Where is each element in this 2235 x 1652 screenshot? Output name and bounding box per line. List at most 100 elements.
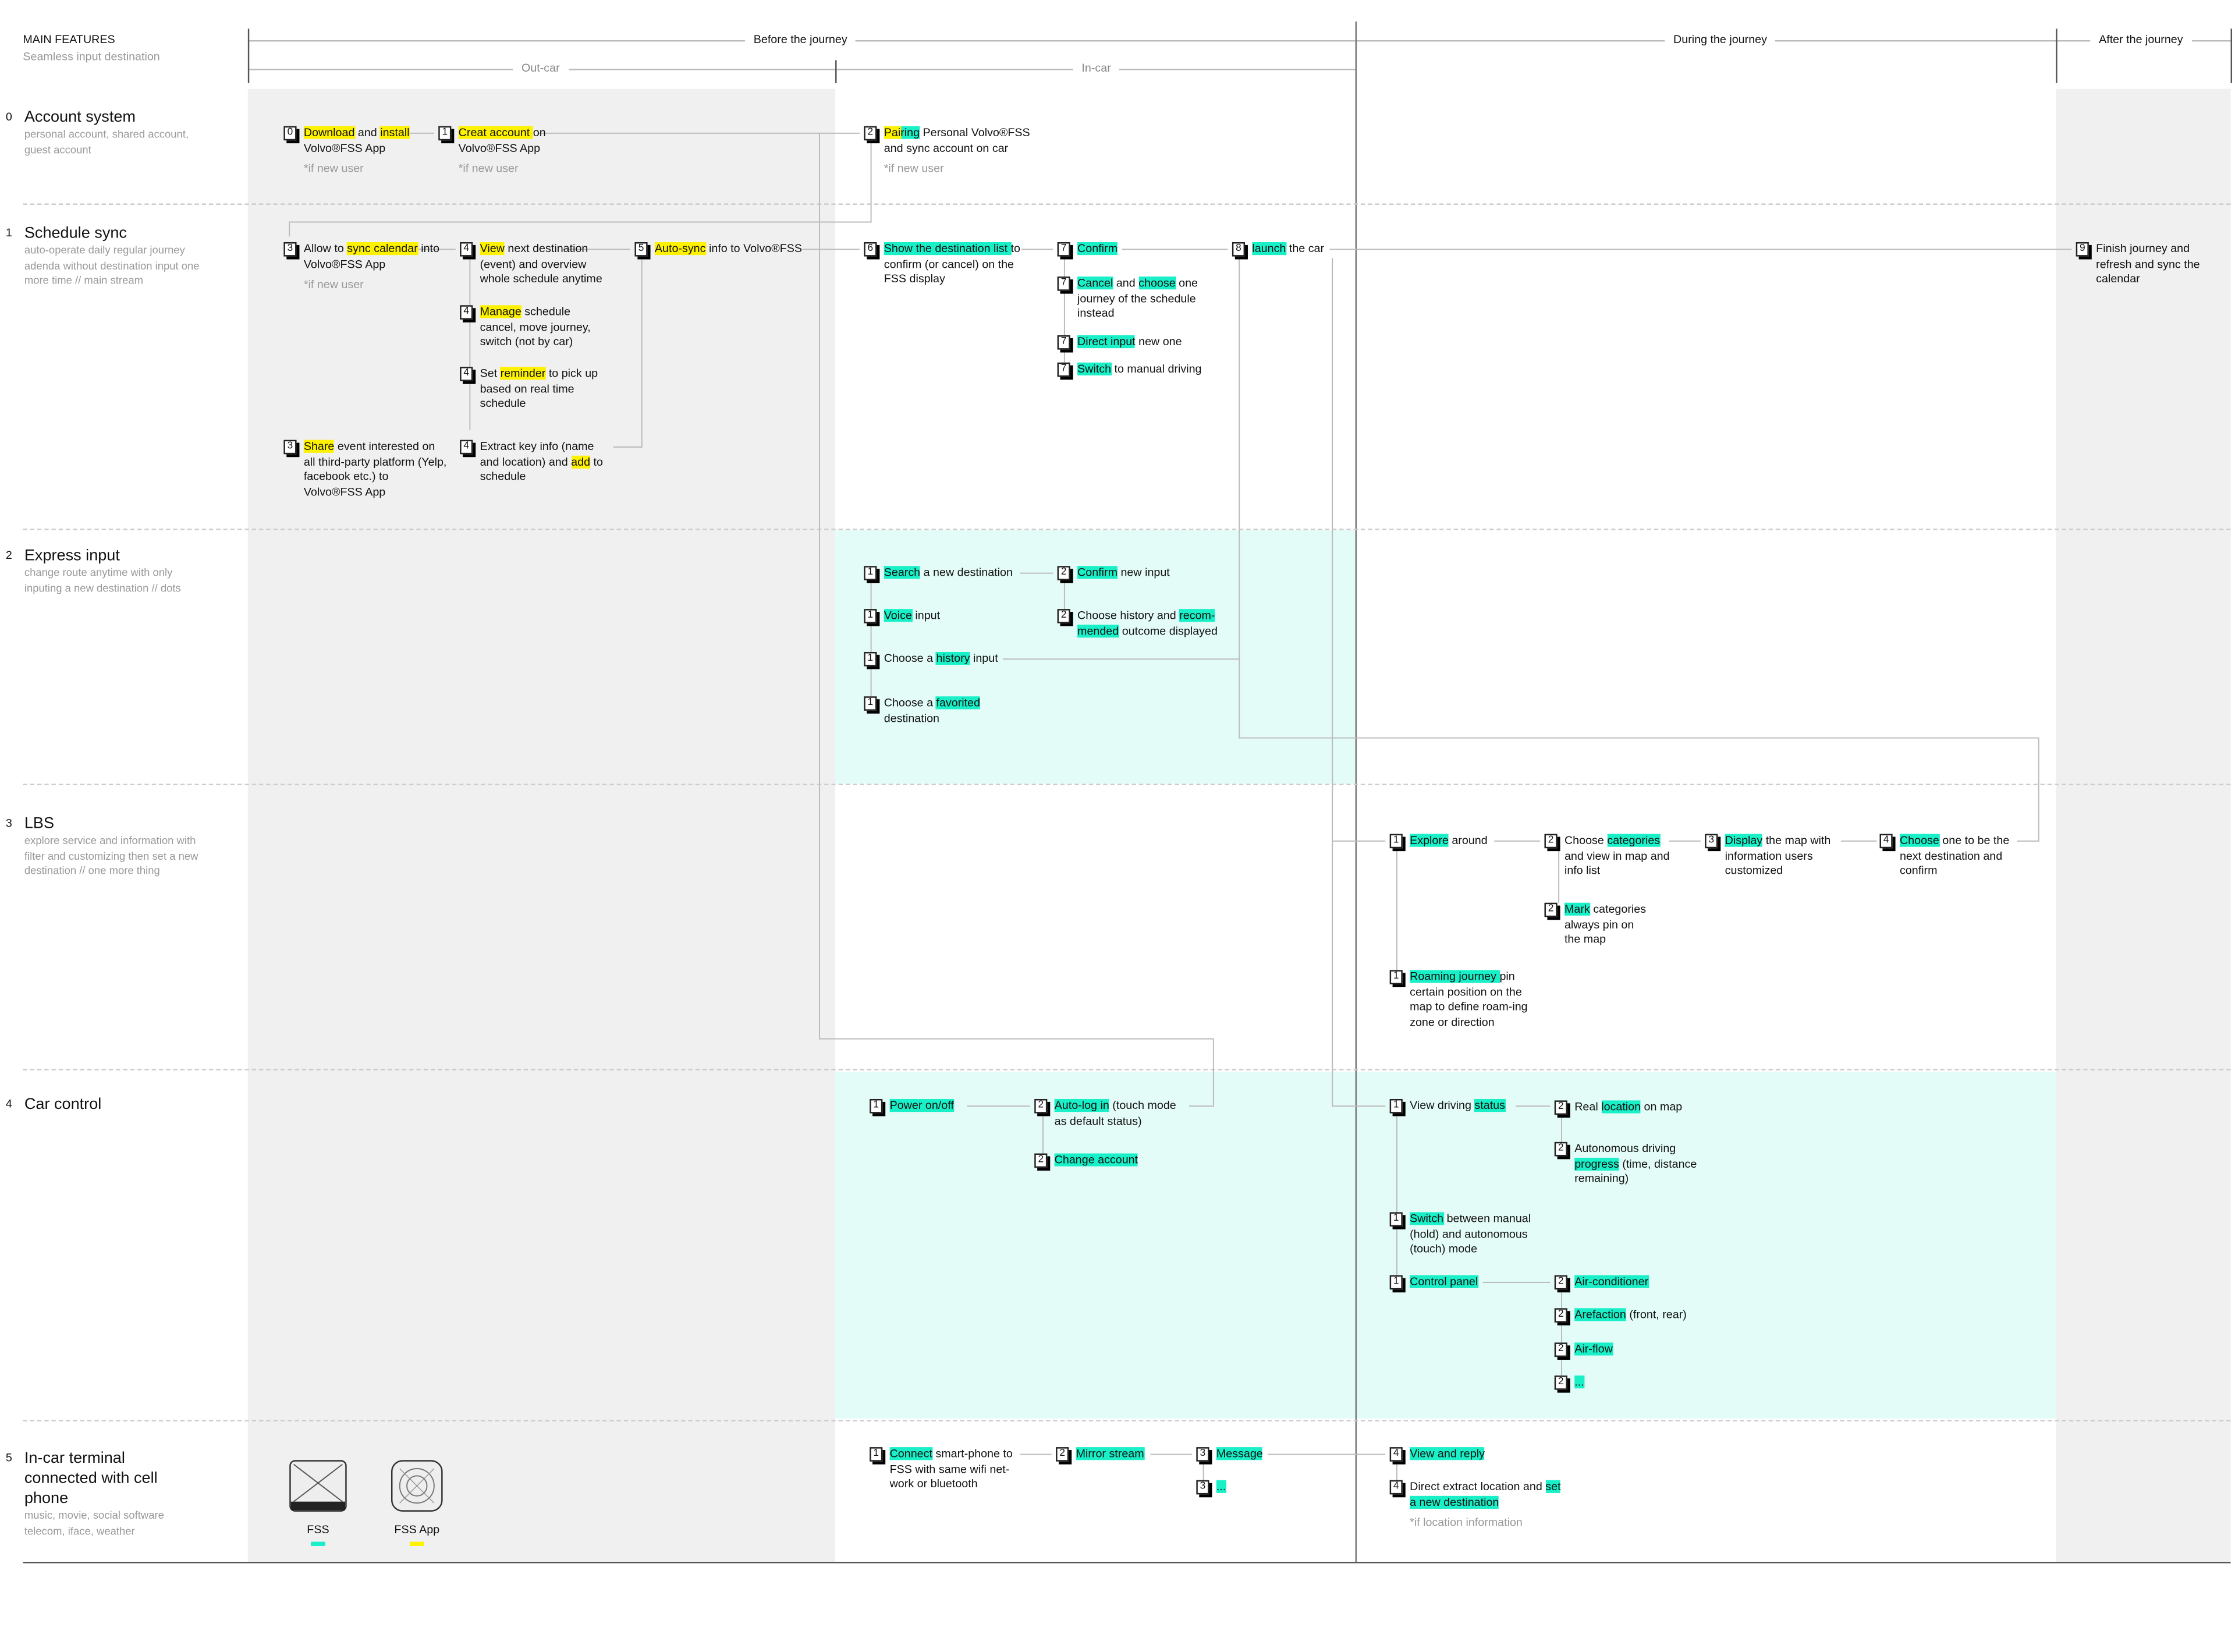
step-card: 3... [1196, 1480, 1259, 1495]
app-keyword: Manage [480, 305, 522, 318]
step-card: 2 Mirror stream [1056, 1447, 1176, 1462]
header-title: MAIN FEATURES [23, 33, 115, 46]
step-text: schedule cancel, move journey, switch (n… [480, 305, 591, 349]
connector-line [1332, 258, 1386, 1107]
fss-keyword: Confirm [1077, 566, 1118, 579]
step-card: 1 Choose a history input [864, 651, 1027, 667]
app-keyword: reminder [500, 367, 546, 380]
step-number-badge: 7 [1057, 362, 1070, 377]
row-divider [23, 1069, 2231, 1070]
step-text: around [1448, 834, 1488, 847]
fss-app-icon [391, 1460, 443, 1512]
fss-keyword: ... [1216, 1480, 1226, 1493]
step-card: 2 Autonomous driving progress (time, dist… [1554, 1141, 1711, 1187]
fss-keyword: Voice [884, 609, 912, 622]
step-text: Choose [1564, 834, 1608, 847]
row-label-schedule-sync: 1 Schedule sync auto-operate daily regul… [6, 224, 218, 289]
fss-keyword: progress [1574, 1157, 1619, 1170]
app-keyword: sync calendar [347, 242, 418, 256]
step-number-badge: 4 [460, 305, 473, 320]
step-number-badge: 4 [460, 242, 473, 257]
row-title: LBS [24, 815, 55, 833]
row-label-express-input: 2 Express input change route anytime wit… [6, 546, 204, 596]
fss-keyword: Choose [1899, 834, 1939, 847]
step-number-badge: 2 [1544, 902, 1558, 917]
step-card: 2 Confirm new input [1057, 566, 1221, 581]
after-journey-tick [2056, 29, 2057, 83]
step-text: into Volvo®FSS App [303, 242, 439, 270]
app-keyword: Share [303, 439, 335, 453]
row-title: In-car terminal connected with cell phon… [24, 1450, 158, 1508]
step-number-badge: 1 [1389, 1098, 1403, 1114]
step-card: 3 Display the map with information users … [1705, 834, 1842, 880]
subphase-out-car: Out-car [513, 61, 569, 75]
step-card: 7 Switch to manual driving [1057, 362, 1235, 378]
step-number-badge: 1 [864, 696, 877, 711]
step-text: to pick up based on real time schedule [480, 367, 598, 410]
step-text: input [970, 651, 998, 665]
step-number-badge: 4 [1879, 834, 1893, 849]
row-number: 3 [5, 817, 12, 830]
row-title: Car control [24, 1096, 102, 1114]
step-number-badge: 2 [1554, 1376, 1567, 1390]
step-text: smart-phone to FSS with same wifi net-wo… [889, 1447, 1013, 1490]
step-text: pin certain position on the map to defin… [1410, 970, 1528, 1029]
fss-keyword: Connect [889, 1447, 932, 1460]
app-keyword: Pai [884, 126, 901, 139]
step-card: 1 Explore around [1389, 834, 1510, 849]
fss-keyword: status [1474, 1098, 1505, 1112]
row-divider [23, 784, 2231, 785]
row-divider [23, 1420, 2231, 1421]
step-text: one to be the next destination and confi… [1899, 834, 2010, 877]
bottom-rule [23, 1562, 2231, 1564]
legend-swatch-fss [311, 1541, 325, 1546]
fss-keyword: categories [1607, 834, 1661, 847]
step-text: on map [1641, 1100, 1683, 1114]
step-number-badge: 1 [1389, 1212, 1403, 1227]
step-text: View driving [1410, 1098, 1475, 1112]
step-text: new one [1135, 335, 1182, 349]
step-card: 1 Connect smart-phone to FSS with same wi… [870, 1447, 1026, 1493]
fss-keyword: Air-flow [1574, 1342, 1613, 1356]
during-journey-divider [1355, 21, 1357, 1562]
connectors [289, 132, 2072, 1480]
step-card: 2 Choose history and recom-mended outcome… [1057, 609, 1228, 639]
fss-keyword: Display [1725, 834, 1763, 847]
step-number-badge: 1 [870, 1447, 883, 1462]
step-text: outcome displayed [1119, 623, 1218, 637]
row-title: Express input [24, 547, 120, 565]
step-card: 5 Auto-sync info to Volvo®FSS [634, 242, 812, 257]
step-card: 7 Direct input new one [1057, 335, 1221, 350]
car-control-fss-zone [835, 1072, 2056, 1419]
step-number-badge: 5 [634, 242, 648, 257]
step-note: *if new user [303, 278, 364, 291]
step-card: 2... [1554, 1376, 1632, 1391]
app-keyword: install [380, 126, 410, 139]
step-card: 4 View and reply [1389, 1447, 1524, 1462]
step-card: 7 Cancel and choose one journey of the sc… [1057, 276, 1214, 322]
step-note: *if location information [1410, 1516, 1523, 1529]
app-keyword: Creat account [458, 126, 533, 139]
header-subtitle: Seamless input destination [23, 50, 160, 63]
step-text: between manual (hold) and autonomous (to… [1410, 1212, 1531, 1256]
step-number-badge: 1 [864, 566, 877, 580]
step-number-badge: 2 [1554, 1100, 1567, 1115]
step-number-badge: 3 [283, 439, 297, 455]
fss-keyword: location [1601, 1100, 1641, 1114]
row-number: 0 [5, 110, 12, 123]
step-number-badge: 3 [1196, 1447, 1209, 1462]
step-number-badge: 1 [1389, 1275, 1403, 1290]
step-text: info to Volvo®FSS [705, 242, 803, 256]
step-text: Finish journey and refresh and sync the … [2096, 242, 2200, 285]
step-card: 1 Voice input [864, 609, 1027, 624]
step-card: 2 Air-conditioner [1554, 1275, 1689, 1291]
step-text: Autonomous driving [1574, 1141, 1676, 1155]
fss-keyword: View and reply [1410, 1447, 1485, 1460]
legend-label-fss: FSS [307, 1523, 329, 1536]
step-card: 1 Control panel [1389, 1275, 1510, 1291]
row-title: Schedule sync [24, 225, 127, 242]
step-card: 1 Choose a favorited destination [864, 696, 991, 726]
row-label-car-control: 4 Car control [6, 1095, 204, 1115]
step-number-badge: 2 [864, 126, 877, 141]
step-card: 1 Power on/off [870, 1098, 990, 1114]
